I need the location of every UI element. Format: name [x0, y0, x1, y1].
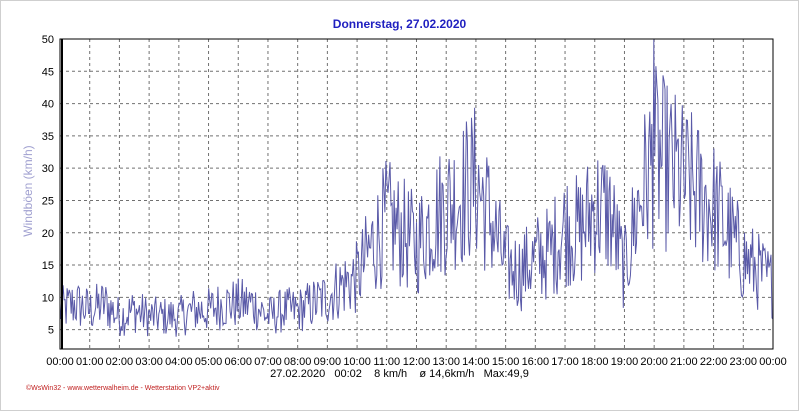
status-date: 27.02.2020 — [270, 368, 326, 380]
y-tick-label: 25 — [42, 195, 54, 207]
x-tick-label: 17:00 — [551, 356, 579, 368]
status-current: 8 km/h — [374, 368, 408, 380]
x-tick-label: 18:00 — [581, 356, 609, 368]
y-tick-label: 50 — [42, 34, 54, 46]
series-layer — [59, 39, 774, 337]
status-time: 00:02 — [334, 368, 362, 380]
x-tick-labels: 00:00 01:00 02:00 03:00 04:00 05:00 06:00 07:00… — [46, 356, 787, 368]
y-tick-label: 15 — [42, 260, 54, 272]
y-tick-label: 45 — [42, 66, 54, 78]
x-tick-label: 03:00 — [135, 356, 163, 368]
chart-title: Donnerstag, 27.02.2020 — [332, 17, 467, 31]
x-tick-label: 19:00 — [611, 356, 639, 368]
x-tick-label: 23:00 — [730, 356, 758, 368]
x-tick-label: 21:00 — [670, 356, 698, 368]
x-tick-label: 14:00 — [462, 356, 490, 368]
series-line — [59, 39, 774, 337]
x-tick-label: 11:00 — [373, 356, 400, 368]
x-tick-label: 00:00 — [759, 356, 787, 368]
x-tick-label: 02:00 — [106, 356, 134, 368]
x-tick-label: 15:00 — [492, 356, 520, 368]
credit-line: ©WsWin32 - www.wetterwalheim.de - Wetter… — [26, 385, 220, 392]
x-tick-label: 04:00 — [165, 356, 193, 368]
x-tick-label: 07:00 — [254, 356, 282, 368]
y-tick-label: 5 — [48, 325, 54, 337]
y-tick-label: 35 — [42, 131, 54, 143]
x-tick-label: 20:00 — [640, 356, 668, 368]
status-max: Max:49,9 — [483, 368, 529, 380]
x-tick-label: 05:00 — [195, 356, 223, 368]
x-tick-label: 01:00 — [76, 356, 104, 368]
x-tick-label: 09:00 — [314, 356, 342, 368]
y-tick-label: 40 — [42, 99, 54, 111]
x-tick-label: 12:00 — [403, 356, 431, 368]
status-line: 27.02.2020 00:02 8 km/h ø 14,6km/h Max:4… — [0, 368, 799, 380]
y-tick-label: 10 — [42, 292, 54, 304]
x-tick-label: 06:00 — [224, 356, 252, 368]
x-tick-label: 13:00 — [432, 356, 460, 368]
x-tick-label: 22:00 — [700, 356, 728, 368]
x-tick-label: 10:00 — [343, 356, 371, 368]
plot-border — [59, 38, 774, 350]
y-tick-labels: 5 10 15 20 25 30 35 40 45 50 — [42, 34, 54, 337]
x-tick-label: 00:00 — [46, 356, 74, 368]
status-average: ø 14,6km/h — [419, 368, 475, 380]
y-tick-label: 30 — [42, 163, 54, 175]
x-tick-label: 16:00 — [522, 356, 550, 368]
y-tick-label: 20 — [42, 228, 54, 240]
x-tick-label: 08:00 — [284, 356, 312, 368]
